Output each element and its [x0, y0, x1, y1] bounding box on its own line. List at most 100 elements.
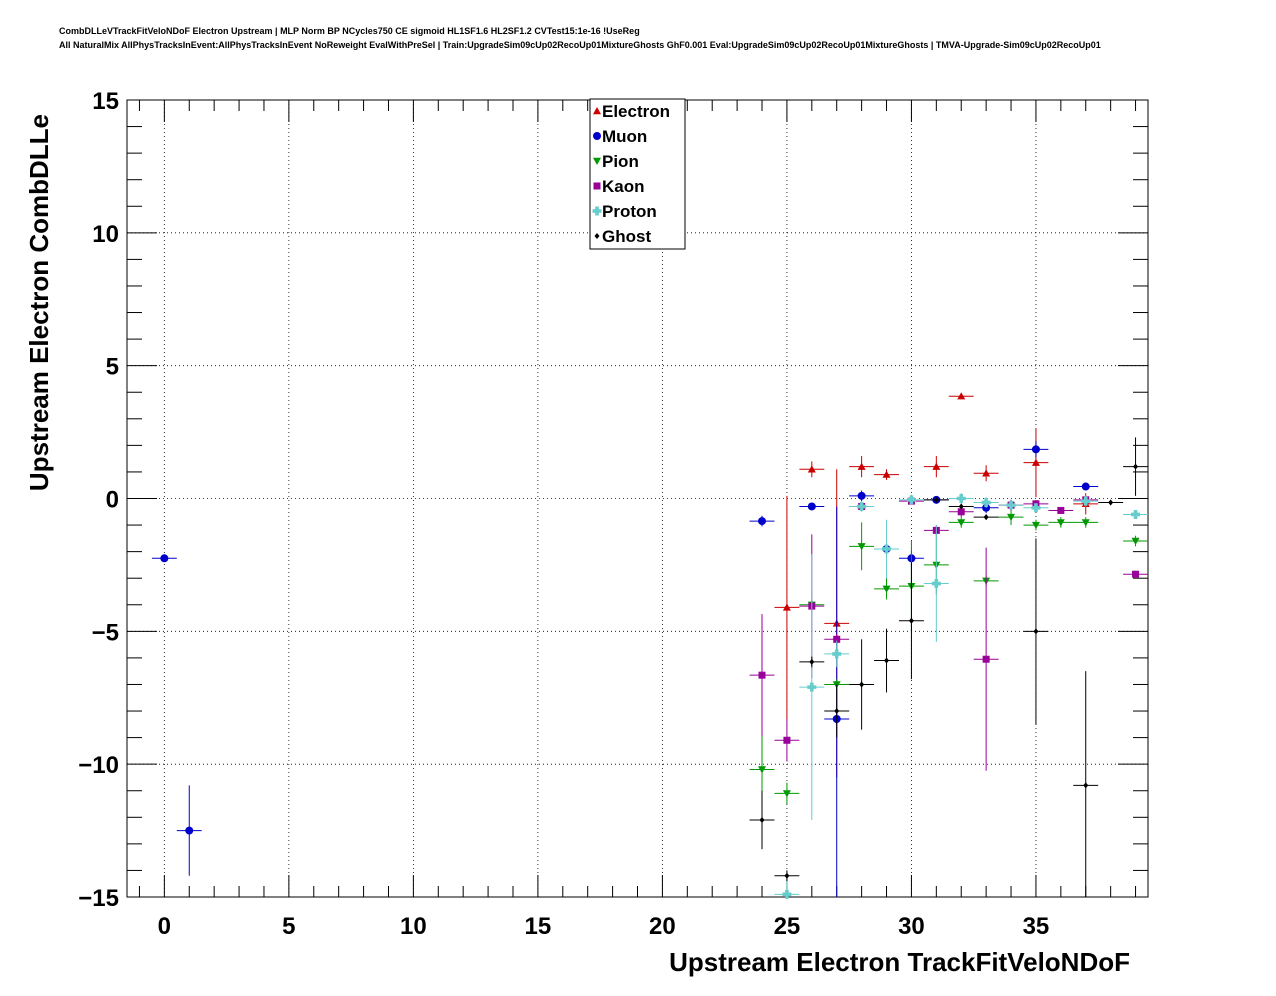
y-tick-label: 0	[106, 487, 119, 514]
muon-point	[849, 490, 875, 502]
proton-point	[849, 501, 875, 512]
y-tick-label: 15	[92, 88, 119, 115]
ghost-marker	[908, 617, 914, 624]
kaon-point	[749, 614, 775, 737]
ghost-point	[898, 562, 924, 680]
pion-point	[774, 782, 800, 805]
legend-entry: Electron	[593, 102, 670, 121]
kaon-marker	[758, 671, 766, 679]
y-tick-label: 5	[106, 354, 119, 381]
muon-point	[176, 785, 202, 876]
electron-marker	[957, 392, 966, 400]
proton-point	[824, 640, 850, 668]
muon-marker	[1031, 445, 1040, 454]
grid-lines	[127, 99, 1148, 898]
ghost-point	[948, 503, 974, 510]
ghost-marker	[958, 503, 964, 510]
muon-marker	[807, 502, 816, 511]
proton-marker	[882, 544, 892, 554]
pion-point	[849, 522, 875, 571]
muon-point	[1023, 441, 1049, 458]
muon-marker	[857, 491, 866, 500]
ghost-marker	[1133, 463, 1139, 470]
electron-marker	[807, 465, 816, 473]
muon-point	[749, 515, 775, 527]
proton-marker	[1031, 503, 1041, 513]
series-proton	[774, 493, 1148, 899]
ghost-marker	[809, 658, 815, 665]
proton-marker	[782, 889, 792, 899]
x-tick-label: 10	[400, 913, 427, 940]
pion-point	[874, 578, 899, 600]
pion-point	[1023, 519, 1049, 531]
pion-marker	[1081, 519, 1090, 527]
pion-marker	[1007, 513, 1016, 522]
proton-point	[1073, 495, 1099, 507]
proton-point	[874, 519, 899, 579]
pion-marker	[957, 519, 966, 527]
series-kaon	[749, 496, 1148, 771]
electron-point	[799, 461, 825, 478]
ghost-point	[799, 656, 825, 668]
ghost-marker	[759, 816, 765, 823]
proton-point	[1023, 503, 1049, 513]
muon-marker	[1081, 482, 1090, 491]
ghost-marker	[884, 657, 890, 664]
legend-marker	[593, 157, 601, 165]
electron-point	[923, 455, 949, 478]
muon-marker	[758, 517, 767, 526]
series-pion	[749, 509, 1148, 807]
ghost-marker	[933, 496, 939, 503]
proton-point	[948, 493, 974, 504]
pion-marker	[857, 543, 866, 551]
legend-marker	[594, 233, 600, 239]
proton-point	[973, 497, 999, 508]
electron-point	[948, 392, 974, 400]
ghost-marker	[834, 708, 840, 715]
kaon-point	[774, 719, 800, 762]
kaon-marker	[1057, 506, 1065, 514]
series-ghost	[749, 437, 1148, 897]
electron-point	[973, 465, 999, 482]
x-axis-title: Upstream Electron TrackFitVeloNDoF	[669, 947, 1130, 977]
x-tick-label: 0	[158, 913, 171, 940]
legend-entry: Proton	[592, 202, 657, 221]
ghost-point	[749, 790, 775, 850]
axis-titles: Upstream Electron TrackFitVeloNDoF Upstre…	[24, 114, 1130, 977]
electron-point	[1023, 428, 1049, 498]
kaon-point	[973, 547, 999, 771]
proton-point	[923, 525, 949, 642]
legend: Electron Muon Pion Kaon Proton Ghost	[589, 98, 686, 250]
kaon-marker	[957, 508, 965, 516]
ghost-point	[1098, 499, 1124, 506]
ghost-marker	[1108, 499, 1114, 506]
plot-title-line-2: All NaturalMix AllPhysTracksInEvent:AllP…	[59, 40, 1101, 50]
ghost-point	[1023, 538, 1049, 725]
x-tick-label: 20	[649, 913, 676, 940]
ghost-point	[923, 496, 949, 503]
axis-ticks: 0 5 10 15 20 25 30 35 −15 −10 −5 0 5 10 15	[78, 88, 1148, 940]
legend-entry: Kaon	[593, 177, 645, 196]
x-tick-label: 30	[898, 913, 925, 940]
electron-marker	[782, 603, 791, 611]
legend-marker	[593, 132, 601, 140]
legend-box	[589, 98, 686, 250]
legend-label: Pion	[602, 152, 639, 171]
y-tick-label: −5	[92, 619, 119, 646]
proton-point	[799, 554, 825, 820]
x-tick-label: 5	[282, 913, 295, 940]
kaon-marker	[783, 736, 791, 744]
pion-point	[1123, 535, 1148, 547]
ghost-point	[1123, 437, 1148, 496]
x-tick-label: 25	[774, 913, 801, 940]
pion-marker	[1056, 519, 1065, 527]
legend-entry: Ghost	[594, 227, 651, 246]
pion-marker	[782, 790, 791, 798]
muon-point	[799, 502, 825, 511]
legend-label: Proton	[602, 202, 657, 221]
kaon-marker	[1132, 570, 1140, 578]
legend-label: Kaon	[602, 177, 645, 196]
muon-marker	[185, 826, 194, 835]
kaon-marker	[982, 655, 990, 663]
legend-entry: Muon	[593, 127, 647, 146]
